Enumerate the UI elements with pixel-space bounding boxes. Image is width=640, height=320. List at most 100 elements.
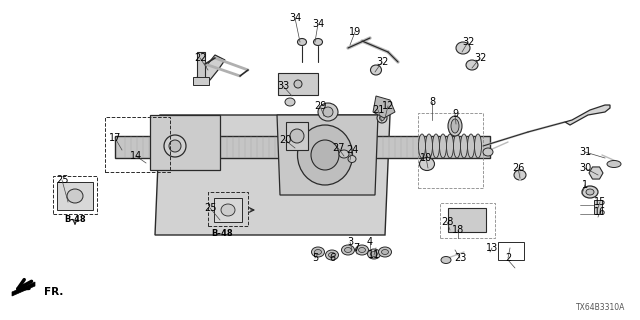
Polygon shape bbox=[277, 115, 378, 195]
Bar bbox=[286, 122, 308, 150]
Ellipse shape bbox=[348, 156, 356, 163]
Ellipse shape bbox=[514, 170, 526, 180]
Polygon shape bbox=[589, 167, 603, 179]
Ellipse shape bbox=[355, 245, 369, 255]
Text: 5: 5 bbox=[312, 253, 318, 263]
Ellipse shape bbox=[607, 161, 621, 167]
Ellipse shape bbox=[298, 38, 307, 45]
Ellipse shape bbox=[426, 134, 433, 158]
Ellipse shape bbox=[285, 98, 295, 106]
Text: 34: 34 bbox=[289, 13, 301, 23]
Text: 2: 2 bbox=[505, 253, 511, 263]
Ellipse shape bbox=[326, 250, 339, 260]
Ellipse shape bbox=[377, 113, 387, 123]
Bar bbox=[498, 242, 524, 260]
Bar bbox=[57, 182, 93, 210]
Ellipse shape bbox=[294, 80, 302, 88]
Text: 27: 27 bbox=[332, 143, 344, 153]
Ellipse shape bbox=[169, 140, 181, 152]
Ellipse shape bbox=[339, 150, 349, 158]
Ellipse shape bbox=[451, 119, 459, 133]
Text: 23: 23 bbox=[454, 253, 466, 263]
Text: 25: 25 bbox=[204, 203, 216, 213]
Text: 19: 19 bbox=[349, 27, 361, 37]
Ellipse shape bbox=[312, 247, 324, 257]
Ellipse shape bbox=[318, 103, 338, 121]
Ellipse shape bbox=[311, 140, 339, 170]
Text: B-48: B-48 bbox=[64, 215, 86, 225]
Ellipse shape bbox=[419, 157, 435, 171]
Text: 34: 34 bbox=[312, 19, 324, 29]
Text: 28: 28 bbox=[441, 217, 453, 227]
Text: 31: 31 bbox=[579, 147, 591, 157]
Text: 32: 32 bbox=[474, 53, 486, 63]
Ellipse shape bbox=[344, 247, 351, 252]
Ellipse shape bbox=[328, 252, 335, 258]
Bar bbox=[115, 136, 490, 158]
Bar bbox=[193, 77, 209, 85]
Bar bbox=[208, 192, 248, 226]
Ellipse shape bbox=[371, 252, 378, 257]
Text: 17: 17 bbox=[109, 133, 121, 143]
Ellipse shape bbox=[440, 134, 447, 158]
Ellipse shape bbox=[290, 129, 304, 143]
Ellipse shape bbox=[314, 38, 323, 45]
Ellipse shape bbox=[582, 186, 598, 198]
Text: 10: 10 bbox=[420, 153, 432, 163]
Ellipse shape bbox=[586, 189, 594, 195]
Polygon shape bbox=[195, 55, 225, 82]
Ellipse shape bbox=[323, 107, 333, 117]
Polygon shape bbox=[155, 115, 390, 235]
Text: 3: 3 bbox=[347, 237, 353, 247]
Ellipse shape bbox=[378, 247, 392, 257]
Ellipse shape bbox=[466, 60, 478, 70]
Ellipse shape bbox=[467, 134, 474, 158]
Ellipse shape bbox=[483, 148, 493, 156]
Ellipse shape bbox=[67, 189, 83, 203]
Text: 29: 29 bbox=[314, 101, 326, 111]
Ellipse shape bbox=[380, 116, 385, 121]
Ellipse shape bbox=[433, 134, 440, 158]
Text: 24: 24 bbox=[346, 145, 358, 155]
Text: 21: 21 bbox=[372, 105, 384, 115]
Ellipse shape bbox=[164, 135, 186, 157]
Ellipse shape bbox=[342, 245, 355, 255]
Text: 13: 13 bbox=[486, 243, 498, 253]
Ellipse shape bbox=[456, 42, 470, 54]
Text: 11: 11 bbox=[368, 250, 380, 260]
Ellipse shape bbox=[419, 134, 426, 158]
Ellipse shape bbox=[298, 125, 353, 185]
Text: 22: 22 bbox=[194, 53, 206, 63]
Bar bbox=[150, 115, 220, 170]
Text: 32: 32 bbox=[462, 37, 474, 47]
Text: 8: 8 bbox=[429, 97, 435, 107]
Text: 12: 12 bbox=[382, 101, 394, 111]
Ellipse shape bbox=[358, 247, 365, 252]
Text: 18: 18 bbox=[452, 225, 464, 235]
Ellipse shape bbox=[367, 249, 381, 259]
Bar bbox=[53, 176, 97, 214]
Text: 25: 25 bbox=[56, 175, 68, 185]
Ellipse shape bbox=[441, 257, 451, 263]
Bar bbox=[594, 200, 602, 214]
Bar bbox=[418, 113, 483, 188]
Bar bbox=[214, 198, 242, 222]
Bar bbox=[105, 117, 170, 172]
Ellipse shape bbox=[454, 134, 461, 158]
Ellipse shape bbox=[371, 65, 381, 75]
Text: 33: 33 bbox=[277, 81, 289, 91]
Text: B-48: B-48 bbox=[211, 229, 233, 238]
Text: 26: 26 bbox=[512, 163, 524, 173]
Text: 32: 32 bbox=[376, 57, 388, 67]
Polygon shape bbox=[12, 282, 35, 296]
Text: 9: 9 bbox=[452, 109, 458, 119]
Text: 1: 1 bbox=[582, 180, 588, 190]
Bar bbox=[278, 73, 318, 95]
Ellipse shape bbox=[314, 250, 321, 254]
Text: 6: 6 bbox=[329, 253, 335, 263]
Ellipse shape bbox=[447, 134, 454, 158]
Text: FR.: FR. bbox=[44, 287, 63, 297]
Polygon shape bbox=[373, 96, 395, 118]
Bar bbox=[197, 52, 205, 82]
Ellipse shape bbox=[381, 250, 388, 254]
